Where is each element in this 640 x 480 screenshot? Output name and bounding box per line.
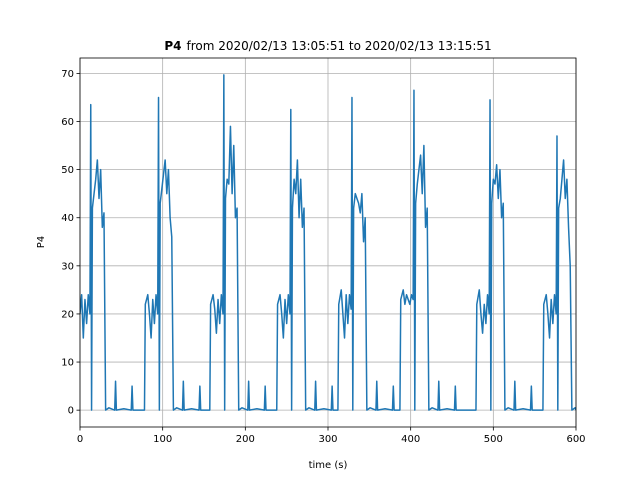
plot-frame (79, 57, 577, 428)
x-tick-label: 200 (236, 434, 255, 445)
x-tick-label: 0 (77, 434, 83, 445)
y-tick-label: 20 (61, 309, 74, 320)
line-series (80, 74, 576, 411)
y-tick-label: 10 (61, 358, 74, 369)
x-tick-label: 500 (484, 434, 503, 445)
y-tick-label: 30 (61, 261, 74, 272)
y-tick-label: 50 (61, 165, 74, 176)
title-rest: from 2020/02/13 13:05:51 to 2020/02/13 1… (186, 39, 491, 53)
x-tick-label: 600 (566, 434, 585, 445)
chart-title: P4 from 2020/02/13 13:05:51 to 2020/02/13… (164, 39, 491, 53)
title-bold: P4 (164, 39, 181, 53)
x-axis-label: time (s) (309, 460, 348, 471)
y-tick-label: 70 (61, 69, 74, 80)
x-tick-label: 100 (153, 434, 172, 445)
y-axis-label: P4 (36, 236, 47, 248)
y-tick-label: 40 (61, 213, 74, 224)
x-tick-label: 400 (401, 434, 420, 445)
y-tick-label: 0 (68, 406, 74, 417)
x-tick-label: 300 (318, 434, 337, 445)
y-tick-label: 60 (61, 117, 74, 128)
